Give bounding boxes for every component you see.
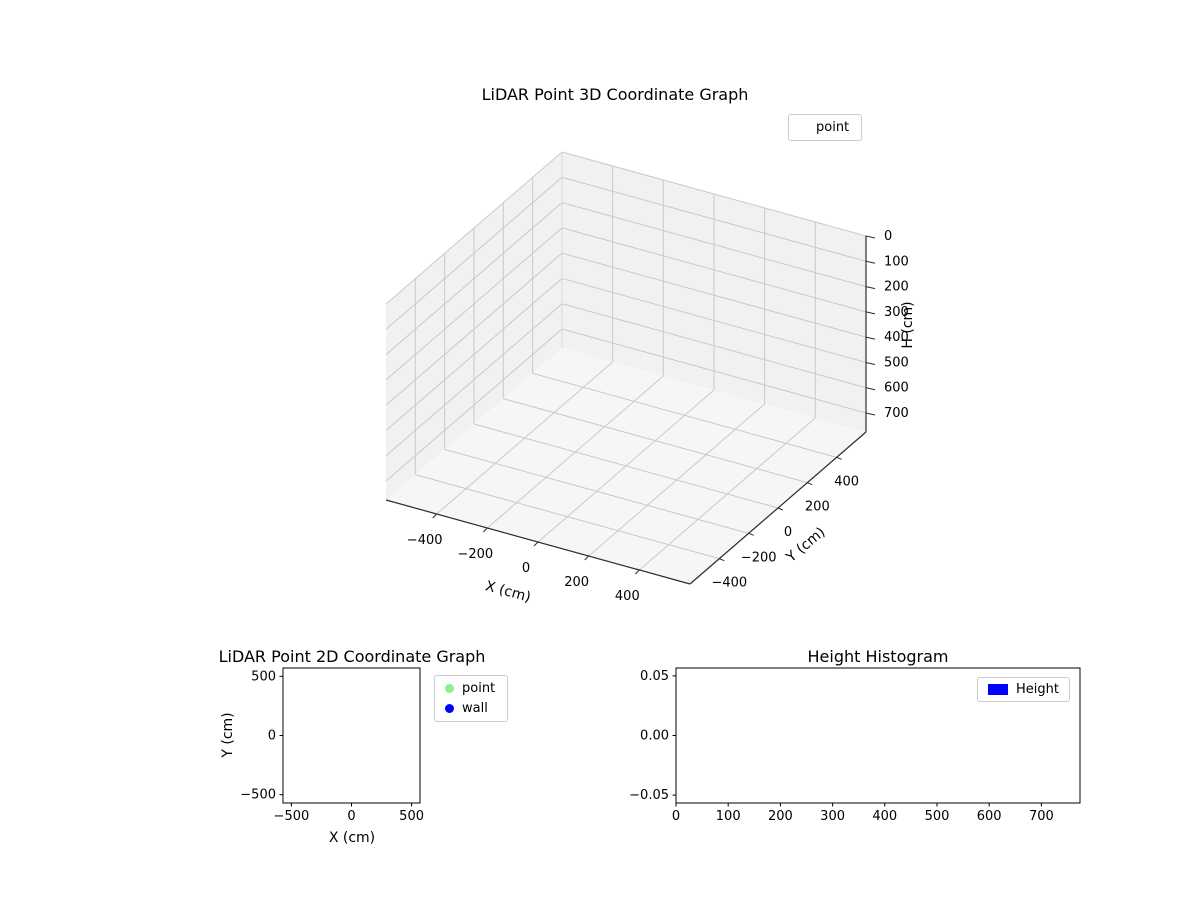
z-tick-label-3d: 300 bbox=[884, 305, 909, 320]
z-tick-3d bbox=[865, 235, 876, 239]
grid-y-floor bbox=[415, 474, 720, 560]
grid-z-right-wall bbox=[561, 202, 867, 288]
wall-marker-2d-icon bbox=[445, 704, 454, 713]
grid-z-right-wall bbox=[561, 252, 867, 338]
z-tick-label-3d: 500 bbox=[884, 355, 909, 370]
hist-x-tick-label: 0 bbox=[672, 809, 680, 824]
scatter2d-frame bbox=[282, 667, 421, 804]
chart3d-zlabel: H (cm) bbox=[900, 301, 916, 349]
hist-x-tick-label: 500 bbox=[925, 809, 950, 824]
x-tick-3d bbox=[482, 527, 488, 533]
hist-x-tick-label: 300 bbox=[820, 809, 845, 824]
y-tick-3d bbox=[807, 482, 813, 486]
z-tick-label-3d: 400 bbox=[884, 330, 909, 345]
chart2d-legend-row-wall: wall bbox=[445, 701, 495, 716]
z-tick-3d bbox=[865, 412, 876, 416]
y-tick-3d bbox=[719, 558, 725, 562]
z-tick-3d bbox=[865, 311, 876, 315]
scatter2d-x-tick-label: 500 bbox=[399, 809, 424, 824]
hist-x-tick-label: 700 bbox=[1029, 809, 1054, 824]
z-tick-3d bbox=[865, 260, 876, 264]
y-tick-label-3d: 0 bbox=[784, 525, 792, 540]
scatter2d-y-tick-label: −500 bbox=[240, 788, 276, 803]
hist-x-tick-label: 100 bbox=[716, 809, 741, 824]
grid-z-left-wall bbox=[385, 176, 563, 330]
hist-y-tick-label: 0.00 bbox=[640, 729, 669, 744]
hist-title: Height Histogram bbox=[807, 647, 949, 666]
y-tick-3d bbox=[836, 456, 842, 460]
scatter2d-x-tick-label: 0 bbox=[347, 809, 355, 824]
point-marker-3d-icon bbox=[799, 123, 808, 132]
chart2d-title: LiDAR Point 2D Coordinate Graph bbox=[218, 647, 486, 666]
x-tick-label-3d: −200 bbox=[457, 547, 493, 562]
hist-y-tick-label: −0.05 bbox=[629, 788, 669, 803]
y-tick-3d bbox=[777, 507, 784, 511]
x-tick-3d bbox=[533, 541, 539, 547]
y-tick-label-3d: 200 bbox=[805, 500, 830, 515]
scatter2d-y-tick-label: 500 bbox=[251, 669, 276, 684]
chart3d-legend: point bbox=[788, 114, 863, 141]
z-tick-3d bbox=[865, 361, 876, 365]
y-tick-label-3d: 400 bbox=[834, 474, 859, 489]
grid-y-floor bbox=[503, 398, 808, 484]
x-tick-label-3d: −400 bbox=[407, 533, 443, 548]
chart3d-legend-row-point: point bbox=[799, 120, 849, 135]
x-tick-3d bbox=[634, 569, 640, 575]
chart2d-xlabel: X (cm) bbox=[328, 830, 376, 846]
height-swatch-icon bbox=[988, 684, 1008, 695]
hist-x-tick-label: 400 bbox=[872, 809, 897, 824]
grid-z-left-wall bbox=[385, 252, 563, 406]
hist-x-tick-label: 200 bbox=[768, 809, 793, 824]
chart3d-title: LiDAR Point 3D Coordinate Graph bbox=[481, 85, 749, 104]
grid-z-left-wall bbox=[385, 278, 563, 431]
grid-y-floor bbox=[532, 372, 837, 458]
z-tick-3d bbox=[865, 387, 876, 391]
chart2d-ylabel: Y (cm) bbox=[220, 712, 236, 758]
grid-z-right-wall bbox=[561, 328, 867, 414]
hist-y-tick-label: 0.05 bbox=[640, 669, 669, 684]
z-tick-3d bbox=[865, 336, 876, 340]
y-tick-3d bbox=[748, 532, 754, 536]
z-tick-label-3d: 0 bbox=[884, 229, 892, 244]
chart3d-legend-point-label: point bbox=[816, 120, 850, 135]
z-tick-label-3d: 100 bbox=[884, 254, 909, 269]
hist-legend-row-height: Height bbox=[988, 682, 1059, 697]
chart2d-legend-row-point: point bbox=[445, 681, 495, 696]
scatter2d-x-tick-label: −500 bbox=[274, 809, 310, 824]
x-tick-label-3d: 0 bbox=[522, 561, 530, 576]
grid-z-right-wall bbox=[561, 303, 867, 389]
z-tick-label-3d: 600 bbox=[884, 381, 909, 396]
z-tick-3d bbox=[865, 286, 876, 290]
y-tick-label-3d: −400 bbox=[711, 576, 747, 591]
grid-z-right-wall bbox=[561, 176, 867, 262]
grid-y-floor bbox=[444, 448, 749, 534]
point-marker-2d-icon bbox=[445, 684, 454, 693]
chart2d-legend-point-label: point bbox=[462, 681, 496, 696]
x-tick-label-3d: 200 bbox=[564, 575, 589, 590]
grid-z-right-wall bbox=[561, 151, 867, 237]
grid-z-left-wall bbox=[385, 328, 563, 482]
y-tick-label-3d: −200 bbox=[741, 550, 777, 565]
grid-z-left-wall bbox=[385, 227, 563, 381]
hist-legend: Height bbox=[977, 677, 1070, 702]
grid-y-floor bbox=[473, 423, 779, 509]
grid-z-left-wall bbox=[385, 151, 563, 305]
x-tick-label-3d: 400 bbox=[615, 589, 640, 604]
hist-x-tick-label: 600 bbox=[977, 809, 1002, 824]
grid-z-left-wall bbox=[385, 202, 563, 355]
z-tick-label-3d: 700 bbox=[884, 406, 909, 421]
x-tick-3d bbox=[584, 555, 590, 561]
grid-z-right-wall bbox=[561, 227, 867, 313]
grid-z-right-wall bbox=[561, 277, 867, 363]
scatter2d-y-tick-label: 0 bbox=[268, 729, 276, 744]
hist-legend-height-label: Height bbox=[1016, 682, 1059, 697]
z-tick-label-3d: 200 bbox=[884, 280, 909, 295]
x-tick-3d bbox=[432, 513, 438, 519]
chart2d-legend-wall-label: wall bbox=[462, 701, 488, 716]
grid-z-left-wall bbox=[385, 303, 563, 457]
chart2d-legend: point wall bbox=[434, 675, 509, 722]
